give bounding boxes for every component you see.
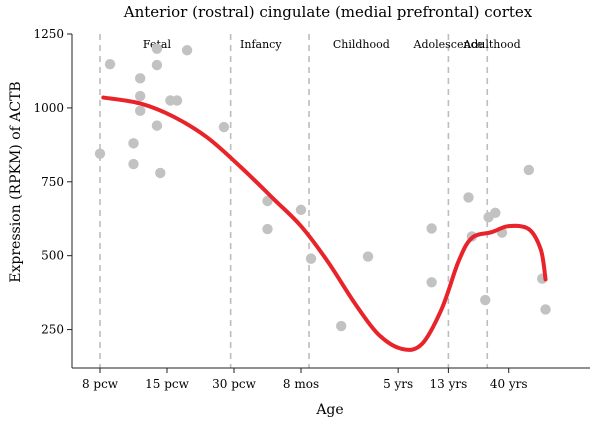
data-point xyxy=(262,223,273,235)
data-point xyxy=(362,251,374,262)
data-point xyxy=(262,195,273,207)
period-label: Adolescence xyxy=(413,38,484,51)
x-tick-label: 15 pcw xyxy=(145,377,189,391)
data-point xyxy=(94,148,106,159)
data-point xyxy=(151,59,163,71)
data-point xyxy=(155,167,166,179)
x-tick-label: 30 pcw xyxy=(212,377,256,391)
data-points xyxy=(94,43,551,332)
y-tick-label: 1000 xyxy=(33,101,64,115)
data-point xyxy=(523,164,534,176)
chart-title: Anterior (rostral) cingulate (medial pre… xyxy=(123,3,533,21)
data-point xyxy=(480,294,491,306)
x-axis-label: Age xyxy=(315,402,343,418)
data-point xyxy=(490,207,501,219)
y-axis-label: Expression (RPKM) of ACTB xyxy=(8,81,24,282)
data-point xyxy=(128,138,139,149)
period-label: Adulthood xyxy=(462,38,520,51)
x-tick-label: 8 mos xyxy=(283,377,319,391)
data-point xyxy=(295,204,307,216)
y-tick-label: 750 xyxy=(41,175,64,189)
x-tick-label: 40 yrs xyxy=(490,377,528,391)
data-point xyxy=(151,43,163,54)
data-point xyxy=(135,105,146,117)
data-point xyxy=(336,320,347,332)
data-point xyxy=(463,192,474,203)
x-tick-label: 8 pcw xyxy=(82,377,119,391)
data-point xyxy=(128,158,139,170)
period-label: Childhood xyxy=(333,38,390,51)
y-tick-label: 1250 xyxy=(33,27,64,41)
data-point xyxy=(151,120,163,131)
data-point xyxy=(135,90,146,102)
period-label: Infancy xyxy=(240,38,282,51)
data-point xyxy=(305,253,317,264)
data-point xyxy=(181,45,193,56)
data-point xyxy=(540,304,551,315)
x-tick-label: 5 yrs xyxy=(383,377,413,391)
y-axis-ticks: 250 500 750 1000 1250 xyxy=(33,27,72,337)
data-point xyxy=(171,95,183,106)
data-point xyxy=(426,223,437,234)
trend-line xyxy=(101,95,548,352)
x-axis-ticks: 8 pcw 15 pcw 30 pcw 8 mos 5 yrs 13 yrs 40 yrs xyxy=(82,368,528,391)
y-tick-label: 250 xyxy=(41,323,64,337)
y-tick-label: 500 xyxy=(41,249,64,263)
data-point xyxy=(426,277,437,288)
data-point xyxy=(135,73,146,84)
x-tick-label: 13 yrs xyxy=(430,377,468,391)
period-dividers xyxy=(99,34,489,368)
period-labels: FetalInfancyChildhoodAdolescenceAdulthoo… xyxy=(143,38,521,51)
data-point xyxy=(104,58,116,70)
data-point xyxy=(218,121,230,133)
